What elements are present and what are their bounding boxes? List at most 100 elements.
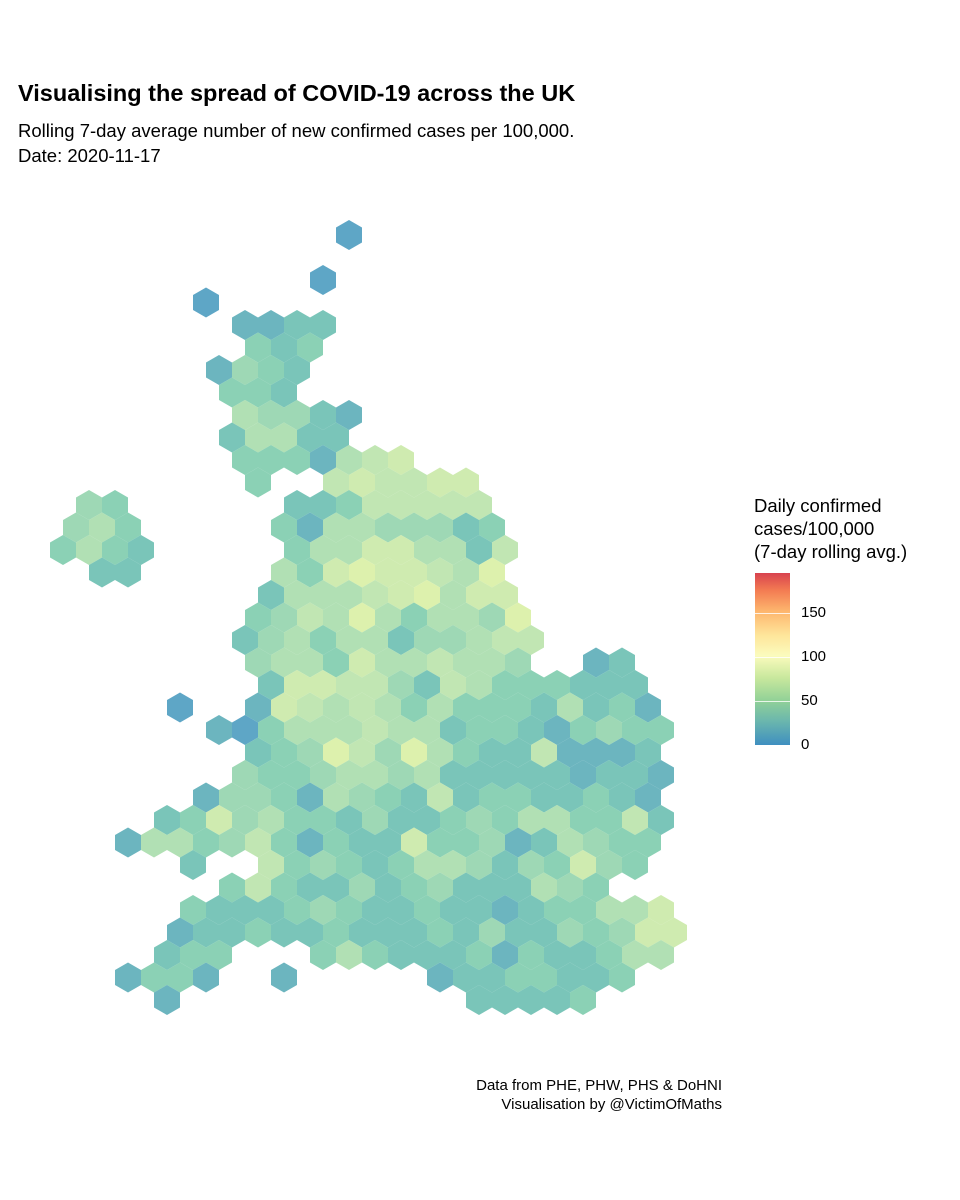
hex-cell [297, 827, 323, 858]
hex-cell [440, 490, 466, 520]
data-source: Data from PHE, PHW, PHS & DoHNI [476, 1077, 722, 1094]
hex-cell [310, 490, 336, 520]
hex-cell [414, 805, 440, 835]
hex-cell [310, 625, 336, 655]
hex-cell [466, 940, 492, 970]
hex-cell [440, 805, 466, 835]
hex-cell [453, 512, 479, 543]
hex-cell [336, 445, 362, 475]
hex-cell [557, 737, 583, 768]
hex-cell [375, 872, 401, 903]
hex-cell [310, 760, 336, 790]
hex-cell [349, 917, 375, 948]
hex-cell [349, 602, 375, 633]
hex-cell [336, 760, 362, 790]
hex-cell [323, 827, 349, 858]
hex-cell [635, 692, 661, 723]
hex-cell [258, 400, 284, 430]
hex-cell [297, 782, 323, 813]
hex-cell [284, 310, 310, 340]
hex-cell [466, 805, 492, 835]
hex-cell [570, 985, 596, 1015]
hex-cell [518, 670, 544, 700]
hex-cell [245, 782, 271, 813]
hex-cell [453, 872, 479, 903]
legend-color-bar [755, 573, 790, 745]
hex-cell [401, 872, 427, 903]
hex-cell [531, 872, 557, 903]
hex-cell [154, 940, 180, 970]
legend-title: Daily confirmed cases/100,000 (7-day rol… [754, 494, 907, 563]
hex-cell [518, 715, 544, 745]
hex-cell [362, 625, 388, 655]
hex-cell [492, 850, 518, 880]
hex-cell [310, 310, 336, 340]
hex-cell [180, 895, 206, 925]
hex-cell [427, 602, 453, 633]
hex-cell [479, 827, 505, 858]
hex-cell [557, 782, 583, 813]
hex-cell [505, 917, 531, 948]
hex-cell [440, 940, 466, 970]
hex-cell [479, 872, 505, 903]
hex-cell [596, 760, 622, 790]
hex-cell [245, 737, 271, 768]
hex-cell [271, 377, 297, 408]
hex-cell [479, 602, 505, 633]
hex-cell [570, 850, 596, 880]
hex-cell [440, 850, 466, 880]
hex-cell [557, 872, 583, 903]
hex-cell [479, 692, 505, 723]
hex-cell [622, 715, 648, 745]
hex-cell [232, 355, 258, 385]
hex-cell [440, 625, 466, 655]
hex-cell [453, 692, 479, 723]
hex-cell [570, 670, 596, 700]
hex-cell [219, 782, 245, 813]
hex-cell [362, 940, 388, 970]
hex-cell [388, 850, 414, 880]
hex-cell [297, 647, 323, 678]
hex-cell [570, 805, 596, 835]
hex-cell [271, 872, 297, 903]
hex-cell [427, 872, 453, 903]
hex-cell [375, 647, 401, 678]
hex-cell [310, 535, 336, 565]
hex-cell [466, 580, 492, 610]
hex-cell [401, 602, 427, 633]
hex-cell [531, 782, 557, 813]
hex-cell [609, 692, 635, 723]
hex-cell [271, 827, 297, 858]
hex-cell [128, 535, 154, 565]
hex-cell [323, 512, 349, 543]
hex-cell [310, 805, 336, 835]
hex-cell [414, 535, 440, 565]
hex-cell [466, 895, 492, 925]
hex-cell [596, 805, 622, 835]
hex-cell [427, 467, 453, 498]
hex-cell [531, 917, 557, 948]
hex-cell [401, 737, 427, 768]
hex-cell [167, 827, 193, 858]
hex-cell [349, 782, 375, 813]
hex-cell [180, 940, 206, 970]
hex-cell [440, 895, 466, 925]
hex-cell [271, 737, 297, 768]
hex-cell [245, 827, 271, 858]
hex-cell [284, 760, 310, 790]
hex-cell [193, 287, 219, 318]
hex-cell [245, 692, 271, 723]
hex-cell [362, 715, 388, 745]
hex-cell [427, 782, 453, 813]
subtitle-description: Rolling 7-day average number of new conf… [18, 120, 575, 141]
hex-cell [89, 557, 115, 588]
hex-cell [232, 400, 258, 430]
hex-cell [388, 535, 414, 565]
hex-cell [544, 850, 570, 880]
hex-cell [336, 850, 362, 880]
hex-cell [323, 422, 349, 453]
hex-cell [635, 737, 661, 768]
hex-cell [596, 895, 622, 925]
hex-cell [284, 670, 310, 700]
hex-cell [427, 647, 453, 678]
